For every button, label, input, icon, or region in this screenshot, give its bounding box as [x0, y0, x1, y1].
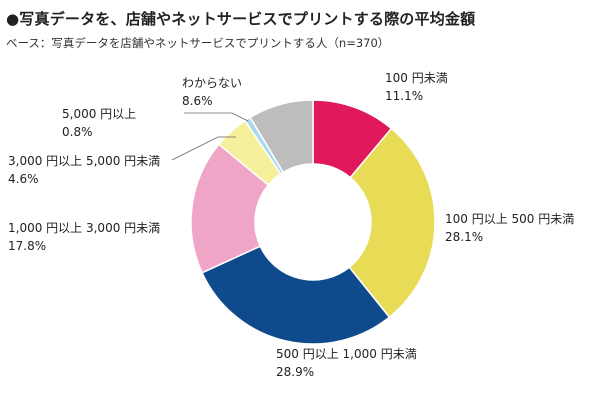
slice-value-label: 17.8% — [8, 239, 46, 253]
slice-category-label: 100 円以上 500 円未満 — [445, 212, 574, 226]
donut-slice — [348, 127, 436, 319]
slice-value-label: 8.6% — [182, 94, 213, 108]
donut-slice — [201, 245, 391, 345]
slice-category-label: わからない — [182, 76, 242, 90]
leader-lines — [171, 112, 249, 161]
slice-category-label: 500 円以上 1,000 円未満 — [276, 347, 417, 361]
slice-category-label: 3,000 円以上 5,000 円未満 — [8, 154, 160, 168]
slice-category-label: 100 円未満 — [385, 71, 448, 85]
donut-slice — [249, 99, 314, 174]
leader-line — [171, 136, 236, 161]
chart-subtitle: ベース：写真データを店舗やネットサービスでプリントする人（n=370） — [6, 36, 390, 50]
slice-category-label: 5,000 円以上 — [62, 107, 136, 121]
slice-value-label: 11.1% — [385, 89, 423, 103]
slice-value-label: 0.8% — [62, 125, 93, 139]
chart-title: ●写真データを、店舗やネットサービスでプリントする際の平均金額 — [6, 10, 476, 28]
slice-category-label: 1,000 円以上 3,000 円未満 — [8, 221, 160, 235]
slice-value-label: 4.6% — [8, 172, 39, 186]
slice-value-label: 28.1% — [445, 230, 483, 244]
slice-labels: 100 円未満 11.1% 100 円以上 500 円未満 28.1% 500 円以上 … — [8, 71, 574, 379]
leader-line — [184, 112, 249, 122]
slice-value-label: 28.9% — [276, 365, 314, 379]
